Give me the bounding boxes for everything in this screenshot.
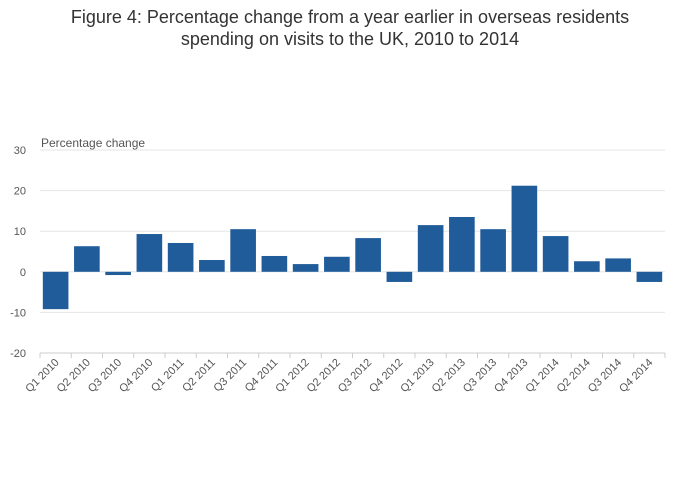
bar (292, 264, 319, 272)
x-tick-label: Q1 2013 (398, 357, 436, 395)
x-tick-label: Q3 2010 (86, 357, 124, 395)
y-tick-labels: -20 -10 0 10 20 30 (10, 145, 26, 360)
bar (261, 255, 288, 272)
x-tick-label: Q2 2014 (555, 357, 593, 395)
bar (605, 258, 631, 272)
x-tick-label: Q4 2013 (492, 357, 530, 395)
bar (355, 238, 381, 272)
x-tick-label: Q4 2014 (617, 357, 655, 395)
gridlines (40, 149, 665, 313)
x-tick-label: Q2 2013 (430, 357, 468, 395)
x-tick-label: Q2 2010 (55, 357, 93, 395)
x-tick-label: Q1 2014 (523, 357, 561, 395)
y-tick-label: 20 (14, 186, 26, 198)
bar (449, 216, 475, 272)
x-tick-label: Q3 2011 (211, 357, 249, 395)
y-tick-label: 0 (20, 267, 26, 279)
y-tick-label: 30 (14, 145, 26, 157)
bar (324, 256, 350, 272)
chart-title-line-2: spending on visits to the UK, 2010 to 20… (180, 29, 520, 49)
bar (511, 185, 538, 272)
x-tick-label: Q3 2013 (461, 357, 499, 395)
y-tick-label: -20 (10, 348, 26, 360)
x-tick-label: Q1 2011 (149, 357, 187, 395)
bar (636, 271, 663, 282)
x-tick-label: Q1 2012 (273, 357, 311, 395)
y-tick-label: -10 (10, 307, 26, 319)
bar (230, 229, 256, 272)
bar (105, 271, 131, 276)
x-axis (39, 352, 666, 358)
bar (74, 246, 100, 272)
x-tick-label: Q4 2010 (117, 357, 155, 395)
bar (136, 234, 163, 272)
x-tick-label: Q4 2012 (367, 357, 405, 395)
chart-title-line-1: Figure 4: Percentage change from a year … (70, 7, 630, 27)
x-tick-label: Q3 2012 (336, 357, 374, 395)
x-tick-label: Q2 2011 (180, 357, 218, 395)
chart-title: Figure 4: Percentage change from a year … (0, 6, 700, 50)
bar (386, 271, 413, 282)
bar (167, 242, 194, 272)
bar (480, 229, 506, 272)
bar (542, 236, 569, 272)
bars (42, 185, 663, 310)
y-tick-label: 10 (14, 226, 26, 238)
bar (42, 271, 69, 310)
bar (417, 225, 444, 272)
y-axis-label: Percentage change (41, 136, 145, 150)
x-tick-label: Q1 2010 (23, 357, 61, 395)
x-tick-label: Q3 2014 (586, 357, 624, 395)
x-tick-label: Q2 2012 (305, 357, 343, 395)
bar (574, 261, 600, 272)
bar (199, 260, 225, 272)
